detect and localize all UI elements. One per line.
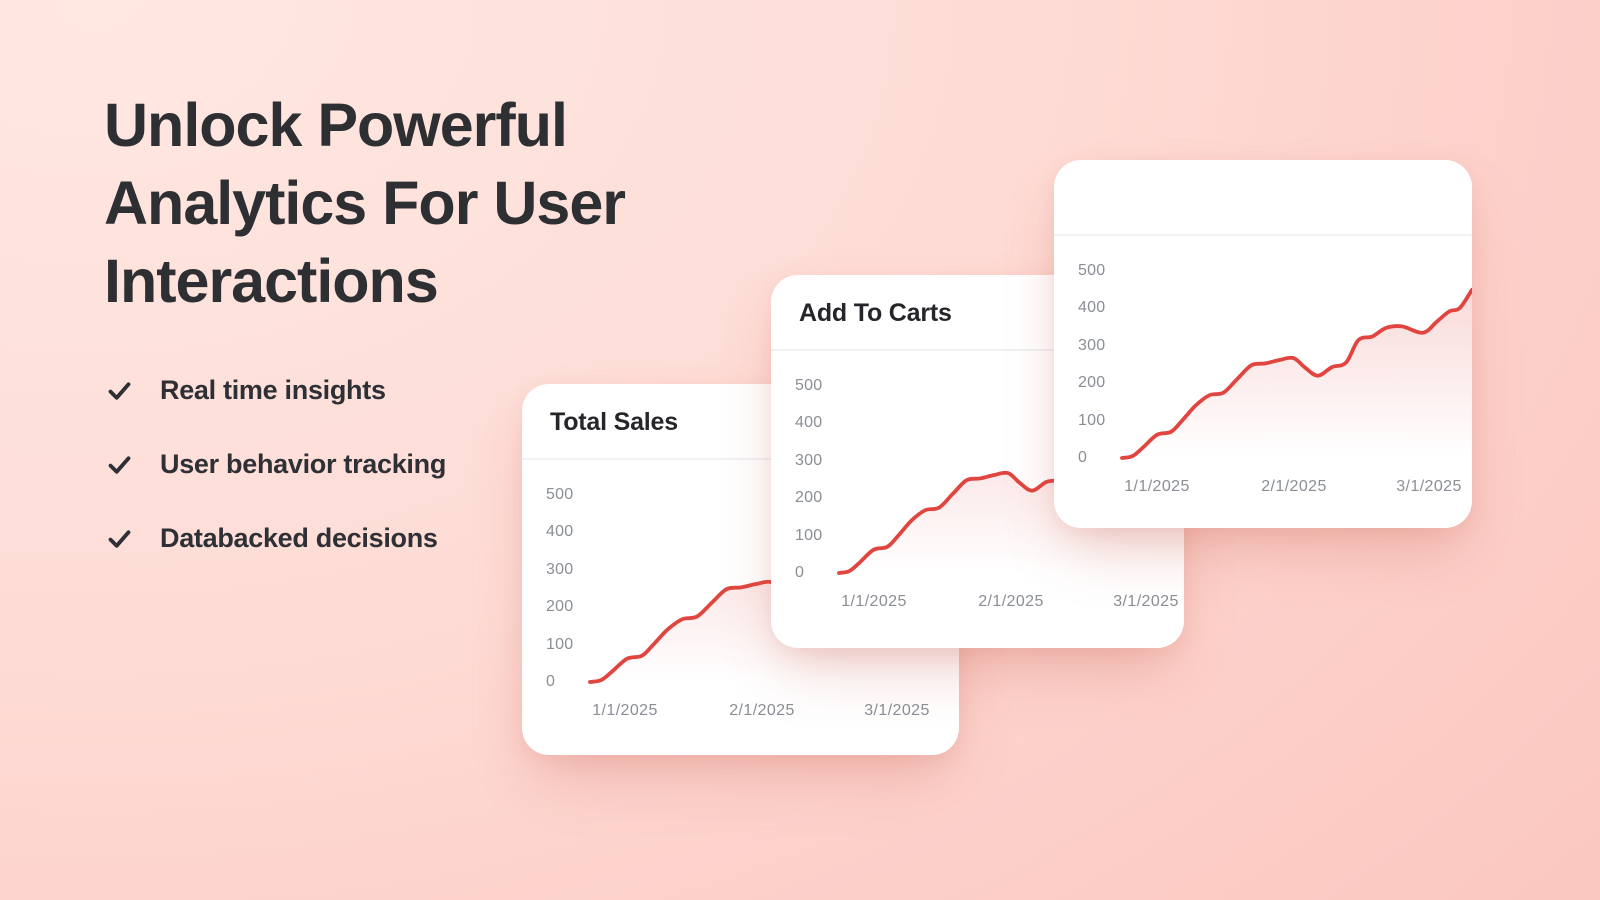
x-axis-tick-label: 1/1/2025 <box>1124 478 1190 495</box>
check-icon <box>108 381 131 400</box>
y-axis-tick-label: 400 <box>1078 299 1106 317</box>
x-axis-tick-label: 2/1/2025 <box>978 593 1044 610</box>
x-axis-tick-label: 3/1/2025 <box>1113 593 1179 610</box>
y-axis-tick-label: 100 <box>795 526 823 544</box>
x-axis-tick-label: 2/1/2025 <box>1261 478 1327 495</box>
heading-line-1: Unlock Powerful <box>104 91 568 159</box>
x-axis-tick-label: 3/1/2025 <box>864 702 930 719</box>
bullet-label: Databacked decisions <box>160 522 438 553</box>
chart-plot-area <box>1120 287 1472 460</box>
x-axis-tick-label: 3/1/2025 <box>1396 478 1462 495</box>
chart-card-untitled: 0 100 200 300 400 500 1/1/2025 2/1/2025 3/1/2025 <box>1054 160 1472 528</box>
series-line <box>1120 287 1472 460</box>
untitled-line-chart: 0 100 200 300 400 500 1/1/2025 2/1/2025 3/1/2025 <box>1054 160 1472 528</box>
y-axis-tick-label: 100 <box>1078 411 1106 429</box>
bullet-label: Real time insights <box>160 374 386 405</box>
y-axis-tick-label: 400 <box>795 414 823 432</box>
y-axis-tick-label: 0 <box>1078 449 1088 466</box>
y-axis-tick-label: 200 <box>1078 374 1106 392</box>
heading-line-3: Interactions <box>104 247 439 315</box>
heading-line-2: Analytics For User <box>104 169 626 237</box>
card-divider <box>771 349 1184 351</box>
y-axis-tick-label: 500 <box>795 377 823 394</box>
check-icon <box>108 455 131 474</box>
chart-card-title: Add To Carts <box>799 299 952 327</box>
x-axis-tick-label: 1/1/2025 <box>841 593 907 610</box>
bullet-databacked-decisions: Databacked decisions <box>106 516 446 560</box>
x-axis-tick-label: 2/1/2025 <box>729 702 795 719</box>
y-axis-tick-label: 300 <box>795 451 823 469</box>
x-axis-tick-label: 1/1/2025 <box>592 702 658 719</box>
area-fill <box>1122 289 1472 458</box>
check-icon <box>108 529 131 548</box>
y-axis-tick-label: 0 <box>795 564 805 581</box>
chart-card-title: Total Sales <box>550 408 678 436</box>
bullet-real-time-insights: Real time insights <box>106 368 446 412</box>
y-axis-tick-label: 500 <box>546 486 574 503</box>
y-axis-tick-label: 100 <box>546 635 574 653</box>
hero-heading: Unlock Powerful Analytics For User Inter… <box>104 86 626 320</box>
bullet-user-behavior-tracking: User behavior tracking <box>106 442 446 486</box>
y-axis-tick-label: 0 <box>546 673 556 690</box>
feature-bullet-list: Real time insights User behavior trackin… <box>106 368 446 590</box>
y-axis-tick-label: 500 <box>1078 262 1106 279</box>
y-axis-tick-label: 300 <box>1078 336 1106 354</box>
bullet-label: User behavior tracking <box>160 448 447 479</box>
y-axis-tick-label: 300 <box>546 560 574 578</box>
y-axis-tick-label: 200 <box>795 489 823 507</box>
y-axis-tick-label: 200 <box>546 598 574 616</box>
y-axis-tick-label: 400 <box>546 523 574 541</box>
card-divider <box>522 458 959 460</box>
card-divider <box>1054 234 1472 236</box>
